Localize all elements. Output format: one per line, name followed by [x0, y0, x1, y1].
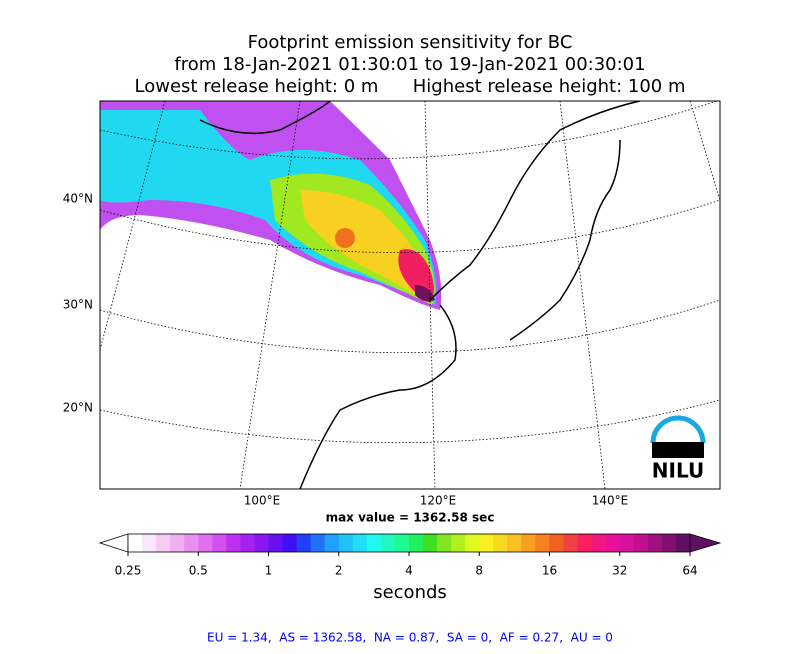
colorbar-tick-label: 1 — [265, 564, 273, 578]
colorbar-swatch — [282, 534, 298, 552]
graticule — [100, 101, 720, 489]
colorbar-swatch — [591, 534, 607, 552]
title-line: from 18-Jan-2021 01:30:01 to 19-Jan-2021… — [174, 54, 645, 75]
lat-label: 20°N — [63, 401, 93, 415]
colorbar-swatch — [535, 534, 550, 552]
colorbar: 0.25 0.5 1 2 4 8 16 32 64 — [98, 533, 722, 578]
colorbar-swatch — [451, 534, 466, 552]
colorbar-swatch — [170, 534, 185, 552]
colorbar-swatch — [128, 534, 143, 552]
colorbar-swatch — [563, 534, 579, 552]
colorbar-swatch — [409, 534, 424, 552]
max-value: max value = 1362.58 sec — [326, 511, 495, 525]
colorbar-swatch — [423, 534, 438, 552]
colorbar-swatch — [198, 534, 213, 552]
title-line: Footprint emission sensitivity for BC — [248, 32, 573, 53]
lon-label: 140°E — [592, 494, 629, 508]
logo: NILU — [650, 415, 706, 483]
colorbar-swatch — [240, 534, 255, 552]
colorbar-swatch — [380, 534, 396, 552]
colorbar-tick-label: 8 — [475, 564, 483, 578]
colorbar-swatch — [661, 534, 677, 552]
colorbar-swatch — [254, 534, 269, 552]
colorbar-tick-label: 16 — [542, 564, 557, 578]
lat-label: 40°N — [63, 192, 93, 206]
colorbar-label: seconds — [373, 582, 447, 603]
colorbar-swatch — [549, 534, 565, 552]
colorbar-tick-label: 2 — [335, 564, 343, 578]
colorbar-swatch — [212, 534, 227, 552]
colorbar-swatch — [675, 534, 691, 552]
coastline — [199, 101, 641, 489]
logo-text: NILU — [652, 459, 704, 483]
colorbar-swatch — [366, 534, 382, 552]
plume-yellow — [300, 190, 432, 302]
colorbar-swatch — [296, 534, 312, 552]
colorbar-swatch — [142, 534, 157, 552]
colorbar-swatch — [493, 534, 508, 552]
colorbar-swatch — [507, 534, 522, 552]
lat-label: 30°N — [63, 298, 93, 312]
map: NILU 40°N 30°N 20°N 100°E 120°E 140°E — [63, 100, 721, 508]
lon-label: 100°E — [244, 494, 281, 508]
colorbar-swatch — [338, 534, 354, 552]
colorbar-swatch — [324, 534, 340, 552]
title-line: Lowest release height: 0 m Highest relea… — [135, 76, 686, 97]
colorbar-swatch — [352, 534, 368, 552]
colorbar-tick-label: 32 — [612, 564, 627, 578]
colorbar-swatch — [521, 534, 536, 552]
colorbar-tick-label: 4 — [405, 564, 413, 578]
colorbar-swatch — [479, 534, 494, 552]
colorbar-swatch — [577, 534, 593, 552]
colorbar-swatch — [268, 534, 284, 552]
colorbar-swatch — [633, 534, 649, 552]
plume-spot — [335, 228, 355, 248]
colorbar-tick-label: 0.25 — [115, 564, 142, 578]
colorbar-swatch — [437, 534, 452, 552]
footer: EU = 1.34, AS = 1362.58, NA = 0.87, SA =… — [207, 631, 613, 645]
colorbar-swatch — [184, 534, 199, 552]
colorbar-tick-label: 0.5 — [189, 564, 208, 578]
colorbar-swatch — [394, 534, 410, 552]
colorbar-swatch — [226, 534, 241, 552]
lon-label: 120°E — [420, 494, 457, 508]
colorbar-swatch — [605, 534, 621, 552]
colorbar-swatch — [619, 534, 635, 552]
colorbar-swatch — [156, 534, 171, 552]
colorbar-swatch — [310, 534, 326, 552]
colorbar-tick-label: 64 — [682, 564, 697, 578]
colorbar-swatch — [647, 534, 663, 552]
colorbar-swatch — [465, 534, 480, 552]
map-frame — [99, 100, 721, 490]
